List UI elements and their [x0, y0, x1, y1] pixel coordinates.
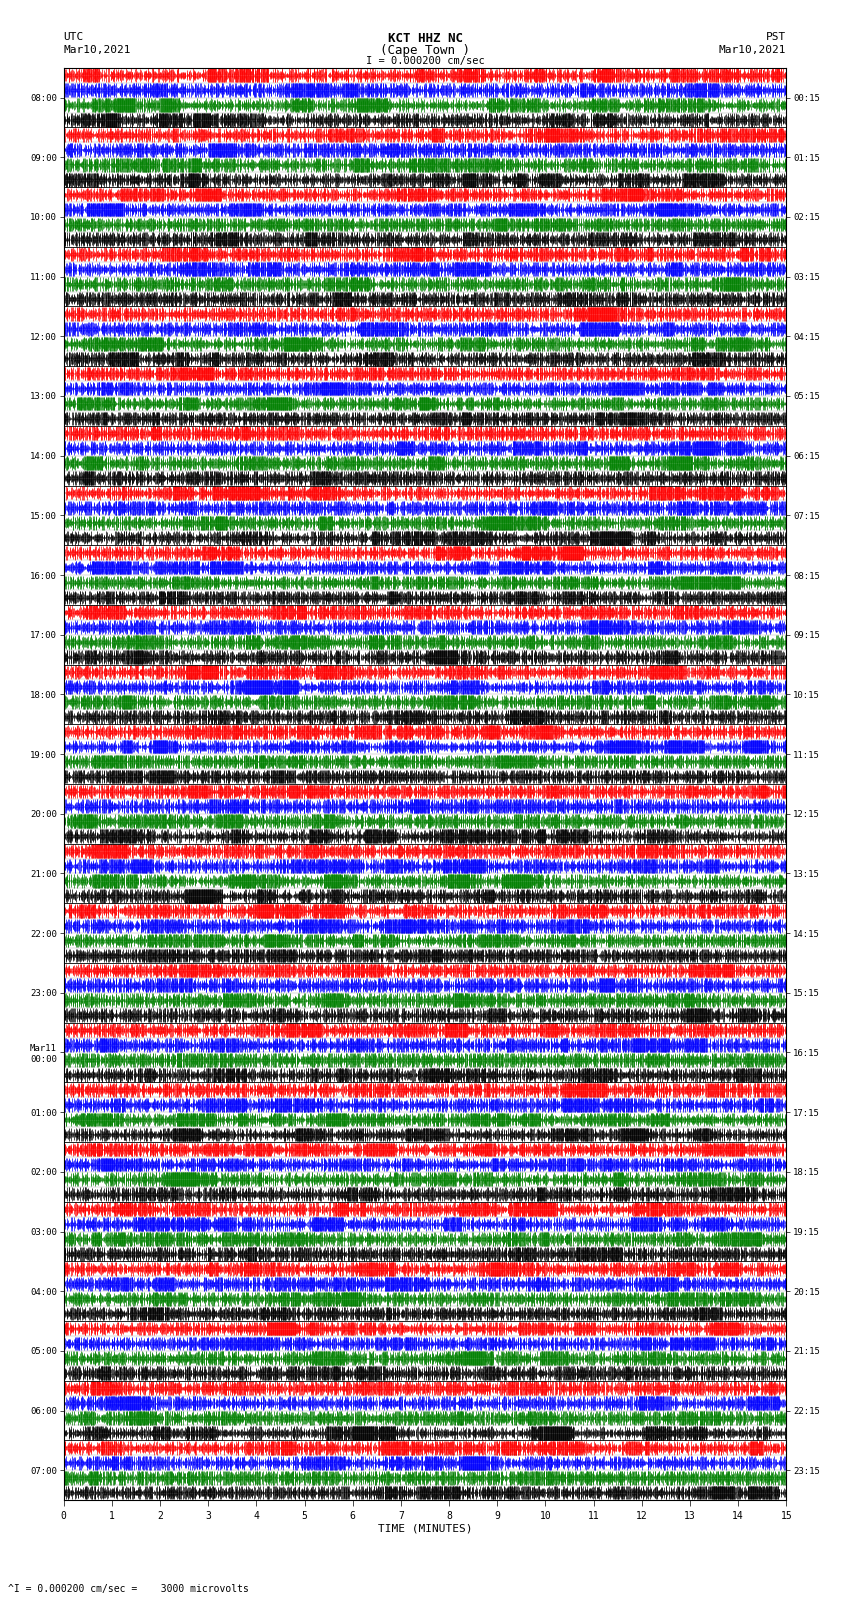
Text: ^I = 0.000200 cm/sec =    3000 microvolts: ^I = 0.000200 cm/sec = 3000 microvolts	[8, 1584, 249, 1594]
Text: (Cape Town ): (Cape Town )	[380, 44, 470, 56]
Text: Mar10,2021: Mar10,2021	[719, 45, 786, 55]
Text: UTC: UTC	[64, 32, 84, 42]
Text: PST: PST	[766, 32, 786, 42]
Text: I = 0.000200 cm/sec: I = 0.000200 cm/sec	[366, 56, 484, 66]
Text: KCT HHZ NC: KCT HHZ NC	[388, 32, 462, 45]
X-axis label: TIME (MINUTES): TIME (MINUTES)	[377, 1523, 473, 1534]
Text: Mar10,2021: Mar10,2021	[64, 45, 131, 55]
